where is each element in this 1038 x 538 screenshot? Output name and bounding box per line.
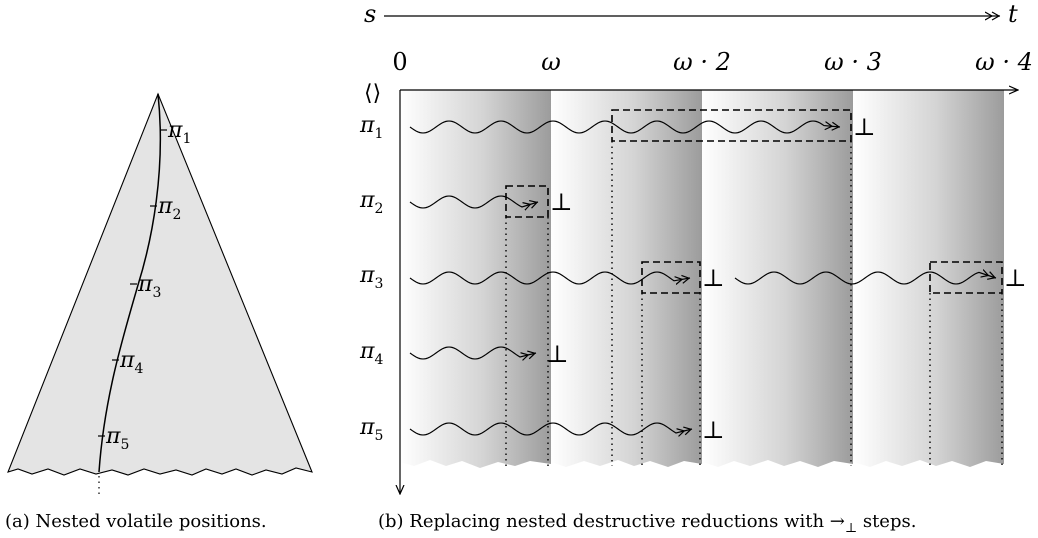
dashed-box-pi3-b <box>929 261 1003 294</box>
band-1 <box>400 90 551 468</box>
reduction-wave <box>409 422 692 435</box>
panel-a-tree: π1 π2 π3 π4 π5 <box>7 92 313 496</box>
label-s: s <box>364 0 376 28</box>
bottom-pi3-b: ⊥ <box>1004 264 1027 292</box>
ordinal-omega: ω <box>541 48 561 76</box>
reduction-wave <box>409 120 840 134</box>
row-label-pi4: π4 <box>359 339 383 368</box>
ordinal-omega-4: ω · 4 <box>975 48 1033 76</box>
reduction-wave <box>409 271 690 284</box>
dashed-box-pi2 <box>505 185 549 218</box>
row-label-pi2: π2 <box>359 188 383 217</box>
reduction-wave <box>734 272 996 285</box>
label-pi3: π3 <box>137 272 161 301</box>
bottom-pi4: ⊥ <box>546 340 569 368</box>
band-2 <box>551 90 702 467</box>
reduction-bands <box>400 90 1004 468</box>
label-pi1: π1 <box>167 118 191 147</box>
dotted-guides <box>505 141 1003 466</box>
bottom-pi2: ⊥ <box>550 188 573 216</box>
dashed-box-pi3-a <box>641 261 701 294</box>
dashed-boxes <box>505 109 1003 294</box>
tree-triangle <box>7 92 313 476</box>
label-pi2: π2 <box>157 194 181 223</box>
reduction-wave <box>409 346 536 359</box>
band-3 <box>702 90 853 467</box>
label-t: t <box>1008 0 1018 28</box>
ordinal-0: 0 <box>392 48 407 76</box>
caption-a: (a) Nested volatile positions. <box>5 511 267 532</box>
row-label-pi5: π5 <box>359 415 383 444</box>
position-path <box>98 93 162 473</box>
row-label-pi3: π3 <box>359 263 383 292</box>
ordinal-omega-2: ω · 2 <box>673 48 731 76</box>
band-4 <box>853 90 1004 467</box>
label-pi4: π4 <box>119 348 143 377</box>
bottom-pi5: ⊥ <box>702 416 725 444</box>
reduction-wave <box>409 195 538 208</box>
reduction-paths <box>409 120 996 435</box>
bottom-pi3-a: ⊥ <box>702 264 725 292</box>
bottom-pi1: ⊥ <box>853 113 876 141</box>
dashed-box-pi1 <box>611 109 852 142</box>
row-label-pi1: π1 <box>359 113 383 142</box>
ordinal-omega-3: ω · 3 <box>824 48 882 76</box>
panel-b: s t 0 ω ω · 2 ω · 3 ω · 4 ⟨⟩ π1 π2 π3 π4… <box>359 0 1033 494</box>
label-root: ⟨⟩ <box>364 81 381 106</box>
label-pi5: π5 <box>105 424 129 453</box>
caption-b: (b) Replacing nested destructive reducti… <box>378 511 916 536</box>
